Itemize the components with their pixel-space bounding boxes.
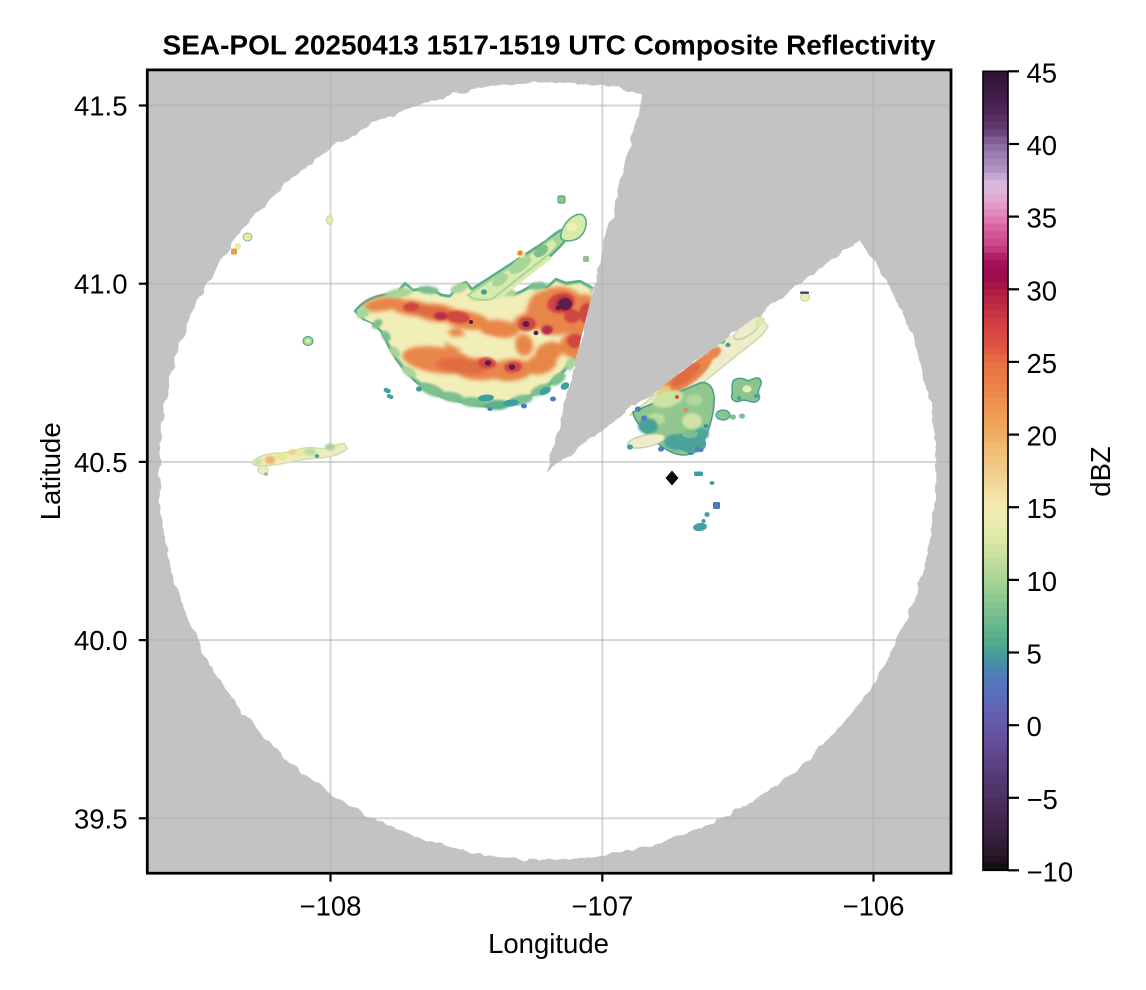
svg-text:40: 40 [1027,130,1058,161]
svg-text:−10: −10 [1027,856,1074,887]
svg-text:dBZ: dBZ [1085,446,1116,496]
svg-text:SEA-POL 20250413 1517-1519 UTC: SEA-POL 20250413 1517-1519 UTC Composite… [163,30,936,61]
svg-text:30: 30 [1027,275,1058,306]
svg-text:0: 0 [1027,711,1042,742]
svg-text:40.5: 40.5 [74,447,128,478]
svg-text:−107: −107 [571,890,633,921]
svg-text:5: 5 [1027,639,1042,670]
svg-text:15: 15 [1027,493,1058,524]
svg-text:−108: −108 [300,890,362,921]
svg-text:41.0: 41.0 [74,269,128,300]
svg-text:41.5: 41.5 [74,91,128,122]
svg-text:20: 20 [1027,421,1058,452]
svg-text:45: 45 [1027,57,1058,88]
svg-text:Longitude: Longitude [488,928,609,959]
svg-text:35: 35 [1027,203,1058,234]
svg-text:40.0: 40.0 [74,625,128,656]
svg-text:25: 25 [1027,348,1058,379]
svg-text:Latitude: Latitude [35,422,66,520]
svg-text:10: 10 [1027,566,1058,597]
svg-text:39.5: 39.5 [74,803,128,834]
svg-text:−106: −106 [843,890,905,921]
svg-text:−5: −5 [1027,784,1058,815]
